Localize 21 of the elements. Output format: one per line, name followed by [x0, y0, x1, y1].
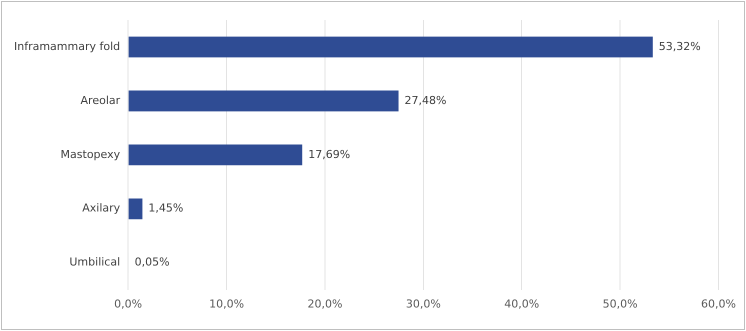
- bar: [128, 198, 142, 220]
- y-tick-label: Mastopexy: [60, 148, 121, 161]
- y-tick-label: Inframammary fold: [14, 40, 120, 53]
- bar: [128, 90, 399, 112]
- y-tick-label: Areolar: [80, 94, 121, 107]
- bar: [128, 36, 653, 58]
- data-label: 0,05%: [134, 256, 170, 269]
- data-label: 1,45%: [148, 202, 184, 215]
- data-label: 17,69%: [308, 148, 350, 161]
- x-tick-label: 50,0%: [602, 297, 638, 310]
- x-tick-label: 30,0%: [406, 297, 441, 310]
- y-tick-label: Umbilical: [69, 256, 120, 269]
- x-tick-label: 0,0%: [114, 297, 142, 310]
- data-label: 27,48%: [404, 94, 446, 107]
- x-tick-label: 10,0%: [209, 297, 244, 310]
- x-tick-label: 20,0%: [307, 297, 342, 310]
- bar: [128, 144, 302, 166]
- x-tick-label: 40,0%: [504, 297, 540, 310]
- y-tick-label: Axilary: [82, 202, 121, 215]
- x-tick-label: 60,0%: [701, 297, 736, 310]
- data-label: 53,32%: [658, 40, 701, 53]
